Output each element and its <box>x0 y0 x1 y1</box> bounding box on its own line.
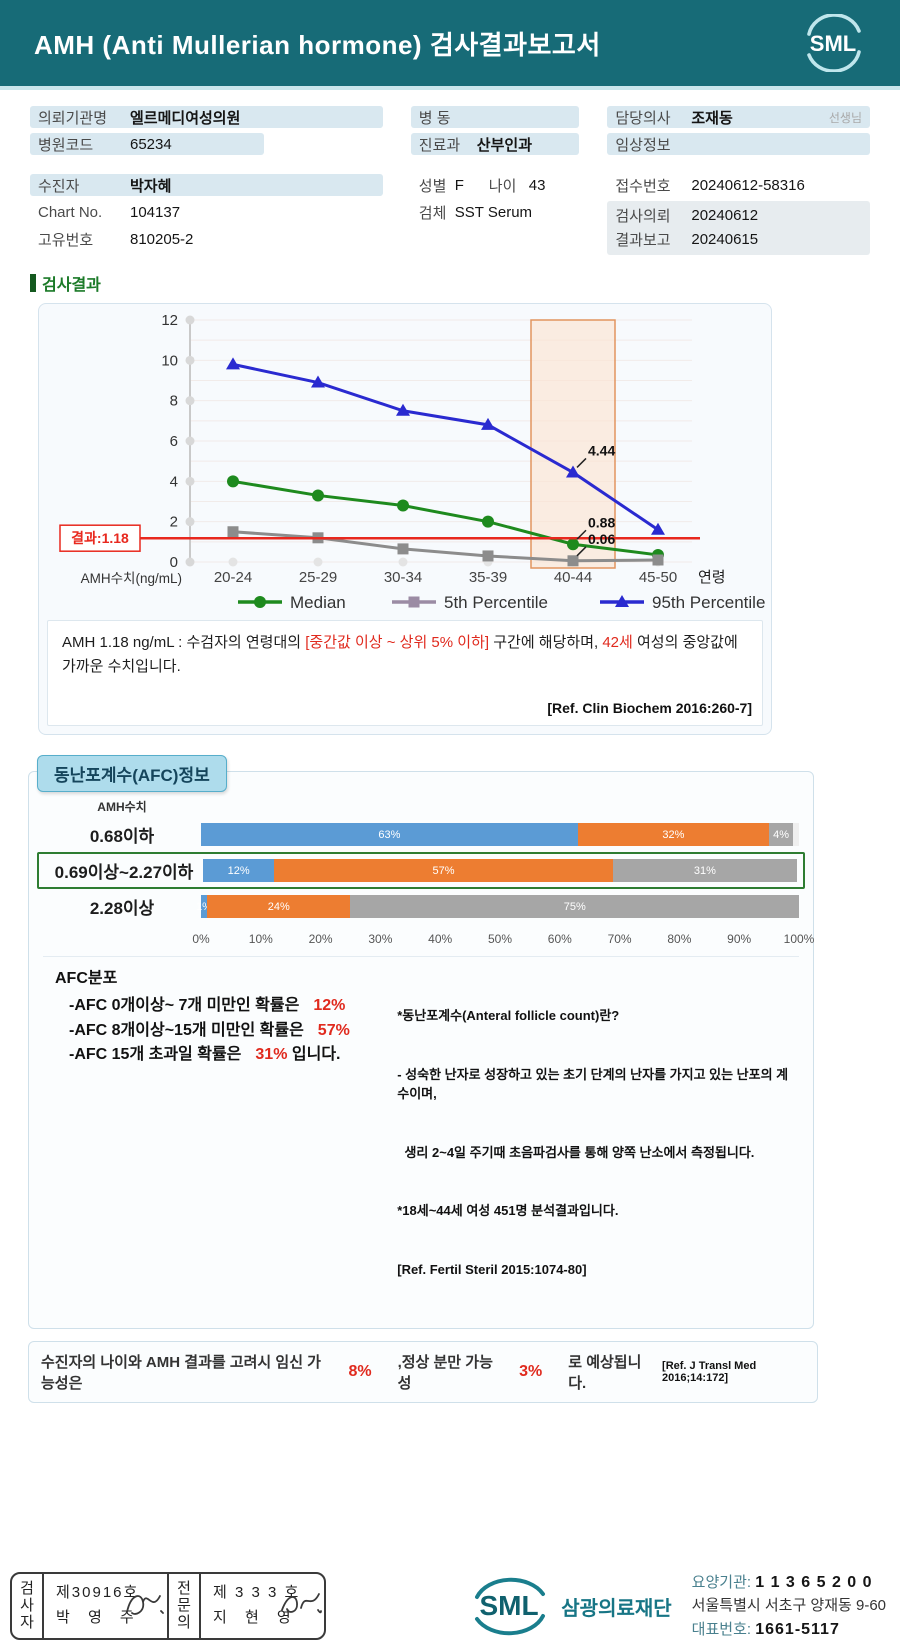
report-header: AMH (Anti Mullerian hormone) 검사결과보고서 SML <box>0 0 900 86</box>
field-requesting-org: 의뢰기관명 엘르메디여성의원 <box>30 106 383 128</box>
field-patient-name: 수진자 박자혜 <box>30 174 383 196</box>
specialist-signature-icon <box>281 1593 322 1614</box>
afc-y-axis-title: AMH수치 <box>97 800 147 814</box>
pregnancy-probability-box: 수진자의 나이와 AMH 결과를 고려시 임신 가능성은 8% ,정상 분만 가… <box>28 1341 818 1403</box>
pregnancy-pct: 8% <box>348 1363 372 1380</box>
svg-text:4: 4 <box>170 473 178 490</box>
field-specimen: 검체 SST Serum <box>418 203 533 222</box>
afc-row: 2.28이상 1% 24% 75% <box>43 889 799 924</box>
afc-note-text: *동난포계수(Anteral follicle count)란? - 성숙한 난… <box>397 1008 789 1277</box>
field-hospital-code: 병원코드 65234 <box>30 133 264 155</box>
section-title-bar <box>30 274 36 292</box>
svg-text:45-50: 45-50 <box>639 569 677 586</box>
footer-sml-logo-icon: SML 삼광의료재단 <box>463 1575 672 1637</box>
field-clinical-info: 임상정보 <box>607 133 870 155</box>
svg-text:결과:1.18: 결과:1.18 <box>71 530 129 546</box>
afc-line-2: -AFC 8개이상~15개 미만인 확률은 57% <box>69 1021 350 1039</box>
svg-text:4.44: 4.44 <box>588 442 615 458</box>
footer-line-address: 서울특별시 서초구 양재동 9-60 <box>691 1597 886 1614</box>
comment-reference: [Ref. Clin Biochem 2016:260-7] <box>547 699 752 716</box>
afc-bar-segment: 24% <box>206 895 351 918</box>
patient-info-section: 의뢰기관명 엘르메디여성의원 병원코드 65234 수진자 박자혜 Chart … <box>0 90 900 255</box>
afc-bar-segment: 12% <box>203 859 275 882</box>
afc-bar-segment: 63% <box>201 823 578 846</box>
svg-text:8: 8 <box>170 393 178 410</box>
afc-x-axis-ticks: 0% 10% 20% 30% 40% 50% 60% 70% 80% 90% 100% <box>192 932 815 946</box>
info-middle-column: 병 동 진료과 산부인과 성별 F 나이 43 검체 SST Serum <box>410 106 580 255</box>
svg-text:5th Percentile: 5th Percentile <box>444 593 548 612</box>
report-title: AMH (Anti Mullerian hormone) 검사결과보고서 <box>34 29 601 60</box>
afc-badge: 동난포계수(AFC)정보 <box>37 755 227 792</box>
field-doctor: 담당의사 조재동 선생님 <box>607 106 870 128</box>
afc-line-3: -AFC 15개 초과일 확률은 31% 입니다. <box>69 1046 341 1064</box>
svg-text:12: 12 <box>161 312 178 329</box>
footer-sml-logo-text: SML <box>480 1590 539 1621</box>
field-order-date: 검사의뢰 20240612 <box>615 206 759 225</box>
svg-text:30-34: 30-34 <box>384 569 422 586</box>
delivery-pct: 3% <box>519 1363 543 1380</box>
afc-stacked-bars: 0.68이하 63% 32% 4% 0.69이상~2.27이하 12% 57% 31% 2.28… <box>37 817 805 924</box>
footer-contact-info: 요양기관: 1 1 3 6 5 2 0 0 서울특별시 서초구 양재동 9-60… <box>692 1571 886 1642</box>
svg-text:6: 6 <box>170 433 178 450</box>
field-department: 진료과 산부인과 <box>410 133 580 155</box>
header-divider <box>0 86 900 90</box>
specialist-role-label: 전문의 <box>167 1574 201 1639</box>
specialist-stamp-cell: 제 3 3 3 호 지 현 영 <box>201 1574 324 1638</box>
svg-text:95th Percentile: 95th Percentile <box>652 593 765 612</box>
sml-logo-text: SML <box>810 31 856 56</box>
svg-text:연령: 연령 <box>698 569 726 586</box>
footer-org-name: 삼광의료재단 <box>561 1597 672 1620</box>
comment-mid: 구간에 해당하며, <box>489 634 603 651</box>
afc-text-area: AFC분포 -AFC 0개이상~ 7개 미만인 확률은 12% -AFC 8개이상… <box>43 956 799 1318</box>
field-receipt-no: 접수번호 20240612-58316 <box>615 176 805 195</box>
comment-range: [중간값 이상 ~ 상위 5% 이하] <box>305 634 490 651</box>
result-comment-box: AMH 1.18 ng/mL : 수검자의 연령대의 [중간값 이상 ~ 상위 … <box>47 620 763 726</box>
examiner-role-label: 검사자 <box>12 1574 44 1639</box>
footer-line-orgcode: 요양기관: 1 1 3 6 5 2 0 0 <box>691 1574 873 1591</box>
amh-percentile-line-chart: 0 2 4 6 8 10 12 결과:1.18 4.44 0.88 0.06 20-24 25-29 30… <box>39 310 771 618</box>
afc-distribution-text: AFC분포 -AFC 0개이상~ 7개 미만인 확률은 12% -AFC 8개이상… <box>43 967 397 1318</box>
afc-bar-segment: 32% <box>577 823 770 846</box>
comment-age: 42세 <box>602 634 633 651</box>
info-right-column: 담당의사 조재동 선생님 임상정보 접수번호 20240612-58316 검사… <box>607 106 870 255</box>
afc-row: 0.69이상~2.27이하 12% 57% 31% <box>37 852 805 889</box>
section-title-results: 검사결과 <box>30 271 900 295</box>
pregnancy-reference: [Ref. J Transl Med 2016;14:172] <box>662 1360 757 1384</box>
svg-text:40-44: 40-44 <box>554 569 592 586</box>
afc-bar-segment: 31% <box>612 859 797 882</box>
comment-pre: AMH 1.18 ng/mL : 수검자의 연령대의 <box>62 634 306 651</box>
field-sex-age: 성별 F 나이 43 <box>418 176 546 195</box>
examiner-stamp-cell: 제30916호 박 영 주 <box>44 1574 167 1638</box>
signature-stamp-box: 검사자 제30916호 박 영 주 전문의 제 3 3 3 호 지 현 영 <box>10 1572 326 1641</box>
comment-post: 여성의 중앙값에 가까운 수치입니다. <box>62 634 738 675</box>
svg-text:0.88: 0.88 <box>588 514 615 530</box>
afc-line-1: -AFC 0개이상~ 7개 미만인 확률은 12% <box>69 996 346 1014</box>
svg-text:Median: Median <box>290 593 346 612</box>
svg-text:10: 10 <box>161 352 178 369</box>
field-report-date: 결과보고 20240615 <box>615 230 759 249</box>
field-unique-no: 고유번호 810205-2 <box>38 230 194 249</box>
field-ward: 병 동 <box>410 106 580 128</box>
info-left-column: 의뢰기관명 엘르메디여성의원 병원코드 65234 수진자 박자혜 Chart … <box>30 106 383 255</box>
examiner-signature-icon <box>126 1595 164 1616</box>
afc-bar-segment: 75% <box>350 895 799 918</box>
amh-percentile-chart-box: 0 2 4 6 8 10 12 결과:1.18 4.44 0.88 0.06 20-24 25-29 30… <box>38 303 772 735</box>
sml-logo-icon: SML <box>800 14 866 72</box>
field-dates-block: 검사의뢰 20240612 결과보고 20240615 <box>607 201 870 255</box>
svg-text:0.06: 0.06 <box>588 531 615 547</box>
footer: 검사자 제30916호 박 영 주 전문의 제 3 3 3 호 지 현 영 SM… <box>0 1571 900 1642</box>
afc-bar-segment: 4% <box>769 823 793 846</box>
svg-text:AMH수치(ng/mL): AMH수치(ng/mL) <box>81 571 182 586</box>
svg-text:25-29: 25-29 <box>299 569 337 586</box>
svg-text:35-39: 35-39 <box>469 569 507 586</box>
afc-info-box: 동난포계수(AFC)정보 AMH수치 0.68이하 63% 32% 4% 0.69이상~… <box>28 755 815 1329</box>
svg-text:0: 0 <box>170 554 178 571</box>
afc-row: 0.68이하 63% 32% 4% <box>43 817 799 852</box>
svg-text:20-24: 20-24 <box>214 569 252 586</box>
svg-text:2: 2 <box>170 514 178 531</box>
afc-bar-segment: 57% <box>274 859 613 882</box>
field-chart-no: Chart No. 104137 <box>38 203 181 221</box>
footer-line-phone: 대표번호: 1661-5117 <box>691 1620 840 1638</box>
